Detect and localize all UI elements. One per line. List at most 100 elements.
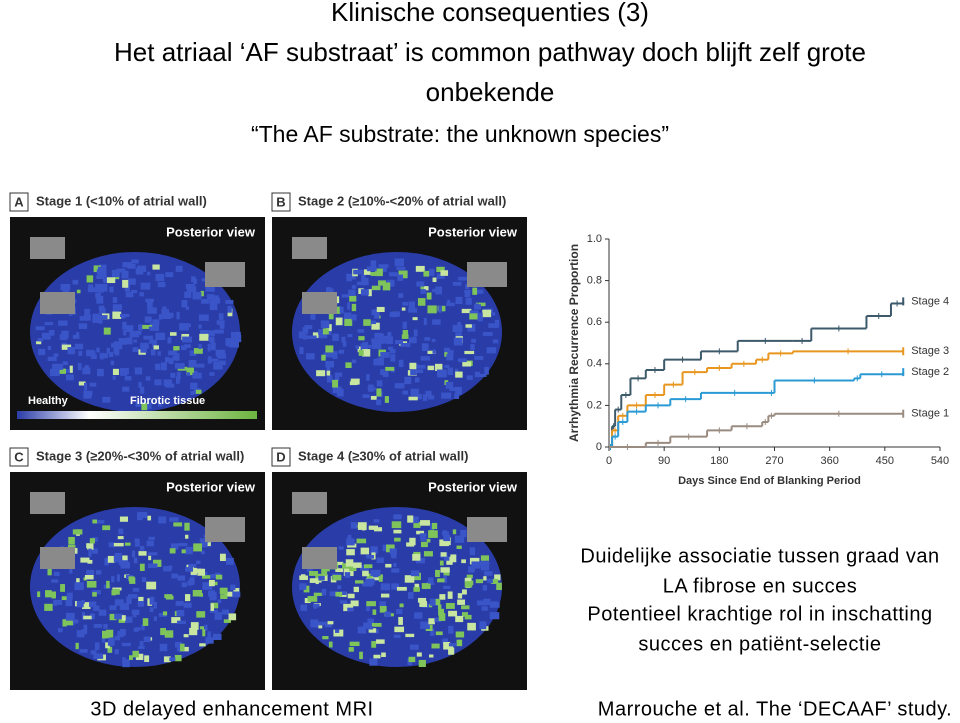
mri-texture (88, 548, 92, 557)
mri-texture (302, 327, 309, 334)
mri-texture (347, 534, 352, 541)
mri-texture (95, 292, 101, 299)
mri-texture (483, 571, 493, 576)
mri-texture (81, 629, 88, 635)
mri-texture (162, 306, 167, 311)
y-tick-label: 1.0 (587, 233, 602, 245)
mri-texture (73, 547, 78, 554)
mri-texture (61, 596, 67, 601)
mri-texture (67, 544, 76, 549)
mri-texture (420, 520, 430, 526)
mri-texture (176, 620, 186, 624)
y-tick-label: 0.4 (587, 358, 602, 370)
mri-texture (228, 613, 237, 621)
mri-texture (114, 552, 122, 558)
mri-texture (213, 295, 219, 302)
x-tick-label: 540 (931, 455, 949, 467)
mri-texture (109, 286, 114, 293)
mri-texture (394, 258, 405, 267)
mri-texture (121, 615, 126, 621)
mri-texture (199, 626, 204, 630)
vein (467, 262, 507, 287)
mri-texture (469, 313, 479, 320)
mri-texture (192, 291, 202, 300)
mri-texture (36, 341, 42, 345)
mri-texture (137, 601, 145, 607)
mri-texture (409, 537, 416, 546)
mri-texture (382, 371, 389, 378)
mri-texture (143, 636, 151, 643)
mri-texture (427, 305, 437, 314)
mri-texture (53, 599, 63, 605)
mri-texture (372, 609, 377, 615)
mri-texture (83, 615, 92, 620)
mri-texture (45, 590, 52, 598)
mri-texture (318, 622, 323, 629)
mri-texture (184, 522, 190, 531)
mri-texture (74, 343, 84, 350)
mri-texture (122, 386, 130, 392)
mri-texture (131, 259, 139, 264)
mri-texture (431, 338, 436, 342)
mri-texture (455, 615, 464, 623)
mri-texture (402, 321, 407, 329)
mri-texture (443, 557, 450, 561)
mri-texture (447, 367, 454, 376)
mri-texture (146, 540, 154, 547)
mri-texture (413, 521, 421, 528)
mri-texture (176, 371, 181, 380)
mri-texture (428, 618, 435, 625)
mri-texture (142, 324, 153, 329)
mri-texture (124, 376, 132, 381)
mri-texture (224, 591, 233, 597)
mri-texture (435, 598, 441, 606)
mri-texture (477, 312, 483, 321)
mri-texture (78, 350, 83, 356)
mri-texture (457, 358, 467, 363)
legend-bar (17, 411, 257, 419)
mri-texture (396, 586, 407, 591)
y-tick-label: 0.8 (587, 275, 602, 287)
mri-texture (225, 338, 234, 346)
mri-texture (78, 323, 88, 330)
mri-texture (116, 574, 120, 582)
mri-texture (90, 613, 95, 620)
mri-texture (102, 396, 111, 403)
mri-texture (125, 292, 134, 298)
mri-texture (82, 367, 91, 375)
mri-texture (335, 591, 343, 597)
mri-texture (37, 591, 41, 598)
mri-texture (412, 516, 419, 524)
mri-texture (448, 646, 454, 651)
mri-texture (378, 280, 386, 286)
mri-texture (347, 607, 354, 612)
mri-texture (469, 547, 476, 556)
x-tick-label: 270 (765, 455, 783, 467)
mri-texture (62, 619, 67, 627)
mri-texture (169, 332, 177, 336)
mri-texture (84, 365, 89, 371)
mri-texture (390, 354, 396, 362)
mri-texture (444, 347, 451, 353)
mri-texture (368, 628, 377, 633)
mri-texture (420, 541, 428, 548)
x-axis-label: Days Since End of Blanking Period (678, 475, 861, 487)
mri-texture (404, 575, 415, 583)
mri-texture (346, 275, 352, 282)
mri-texture (409, 644, 419, 650)
mri-texture (347, 334, 353, 338)
mri-texture (328, 641, 333, 648)
mri-texture (97, 368, 104, 377)
mri-texture (78, 381, 86, 386)
mri-texture (465, 324, 472, 328)
mri-texture (455, 296, 463, 305)
mri-texture (174, 641, 182, 648)
vein (205, 262, 245, 287)
vein (40, 547, 75, 569)
mri-texture (113, 555, 122, 563)
mri-texture (65, 374, 74, 381)
panel-letter-box (9, 447, 29, 467)
panel-letter: C (14, 449, 24, 464)
mri-texture (185, 283, 195, 289)
